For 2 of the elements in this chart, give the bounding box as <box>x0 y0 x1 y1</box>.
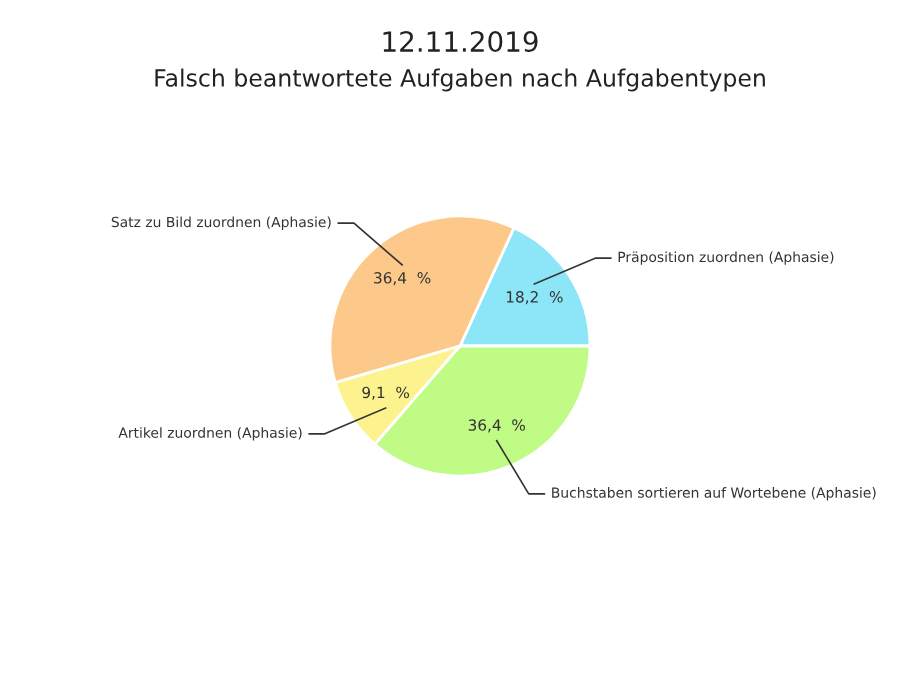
chart-subtitle: Falsch beantwortete Aufgaben nach Aufgabentypen <box>155 68 765 92</box>
chart-title: 12.11.2019 <box>383 31 538 53</box>
